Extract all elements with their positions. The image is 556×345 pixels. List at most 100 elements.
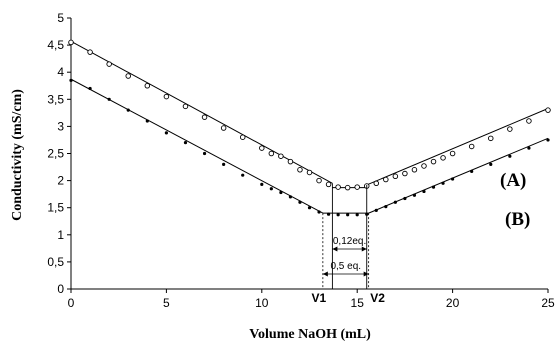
series-label-a: (A) xyxy=(500,170,526,191)
data-point-b xyxy=(374,208,378,213)
data-point-b xyxy=(422,189,426,194)
data-point-a xyxy=(468,143,475,150)
data-point-a xyxy=(201,114,208,120)
data-point-b xyxy=(260,182,264,186)
data-point-b xyxy=(317,210,321,214)
data-point-b xyxy=(346,213,350,217)
y-tick-label: 3 xyxy=(57,119,64,133)
data-point-a xyxy=(278,153,284,159)
x-tick-label: 0 xyxy=(68,296,75,310)
data-point-a xyxy=(402,170,408,177)
inner-range-label: 0,12eq. xyxy=(333,236,366,247)
y-tick-label: 4 xyxy=(57,65,64,79)
data-point-a xyxy=(430,158,437,165)
data-point-a xyxy=(373,180,380,187)
data-point-b xyxy=(412,193,417,197)
data-point-a xyxy=(440,155,446,161)
data-point-a xyxy=(325,181,332,188)
data-point-b xyxy=(202,151,207,156)
data-point-b xyxy=(393,200,397,204)
data-point-a xyxy=(335,184,341,190)
data-point-a xyxy=(287,158,294,165)
data-point-a xyxy=(411,167,418,173)
data-point-b xyxy=(164,131,168,135)
data-point-a xyxy=(306,169,313,176)
fit-line-a xyxy=(366,108,549,186)
data-point-a xyxy=(449,150,456,157)
fit-lines xyxy=(70,40,549,214)
data-point-b xyxy=(527,146,531,150)
data-point-a xyxy=(507,126,513,132)
data-point-a xyxy=(545,107,551,113)
outer-range-arrow-head-right xyxy=(363,271,369,277)
data-point-a xyxy=(106,61,112,67)
data-point-b xyxy=(269,187,273,191)
outer-range-arrow-head-left xyxy=(322,271,328,277)
data-point-b xyxy=(298,200,302,204)
data-point-b xyxy=(288,195,293,199)
data-point-a xyxy=(182,103,189,110)
v2-label: V2 xyxy=(370,291,385,305)
data-point-a xyxy=(297,167,303,173)
outer-range-label: 0,5 eq. xyxy=(330,261,361,272)
v1-label: V1 xyxy=(312,291,327,305)
data-point-b xyxy=(222,162,226,166)
y-tick-label: 1,5 xyxy=(47,201,64,215)
x-axis-title: Volume NaOH (mL) xyxy=(249,327,371,342)
data-point-b xyxy=(470,169,474,173)
data-point-a xyxy=(488,135,494,142)
data-point-a xyxy=(526,118,532,124)
data-point-b xyxy=(326,212,331,216)
inner-range-arrow-head-left xyxy=(332,246,338,252)
data-point-b xyxy=(336,213,340,217)
y-tick-label: 1 xyxy=(57,228,64,242)
data-point-b xyxy=(279,190,283,195)
fit-line-b xyxy=(368,137,549,214)
y-tick-label: 0,5 xyxy=(47,255,64,269)
data-point-a xyxy=(392,173,399,180)
data-point-b xyxy=(508,154,512,158)
data-point-a xyxy=(125,73,131,79)
data-point-b xyxy=(126,108,130,112)
y-tick-label: 2 xyxy=(57,174,64,188)
data-point-a xyxy=(239,134,246,140)
data-point-b xyxy=(384,205,388,209)
data-point-b xyxy=(69,78,73,82)
data-point-b xyxy=(431,185,436,189)
data-point-b xyxy=(546,138,550,142)
data-point-a xyxy=(268,150,275,157)
data-point-b xyxy=(403,196,407,201)
markers xyxy=(68,39,551,217)
x-tick-label: 10 xyxy=(255,296,269,310)
data-point-a xyxy=(354,184,360,190)
data-point-b xyxy=(441,181,445,185)
y-tick-label: 2,5 xyxy=(47,147,64,161)
data-point-a xyxy=(383,176,389,183)
data-point-b xyxy=(451,177,455,181)
data-point-b xyxy=(489,162,493,166)
y-tick-labels: 0 0,5 1 1,5 2 2,5 3 3,5 4 4,5 5 xyxy=(47,11,64,296)
data-point-b xyxy=(241,173,245,177)
data-point-a xyxy=(259,145,265,151)
data-point-a xyxy=(163,93,170,100)
data-point-b xyxy=(88,86,92,91)
fit-line-b xyxy=(70,78,324,214)
inner-range-arrow-head-right xyxy=(361,246,367,252)
y-tick-label: 0 xyxy=(57,282,64,296)
x-tick-label: 15 xyxy=(351,296,365,310)
data-point-a xyxy=(344,184,351,191)
data-point-a xyxy=(220,125,227,131)
x-tick-label: 20 xyxy=(446,296,460,310)
y-tick-label: 3,5 xyxy=(47,92,64,106)
data-point-a xyxy=(87,49,93,55)
data-point-b xyxy=(145,119,149,123)
data-point-a xyxy=(144,82,151,89)
y-tick-label: 5 xyxy=(57,11,64,25)
series-label-b: (B) xyxy=(505,209,530,230)
y-tick-label: 4,5 xyxy=(47,38,64,52)
data-point-a xyxy=(421,163,427,169)
x-tick-label: 25 xyxy=(541,296,555,310)
x-tick-label: 5 xyxy=(163,296,170,310)
data-point-a xyxy=(68,39,74,46)
